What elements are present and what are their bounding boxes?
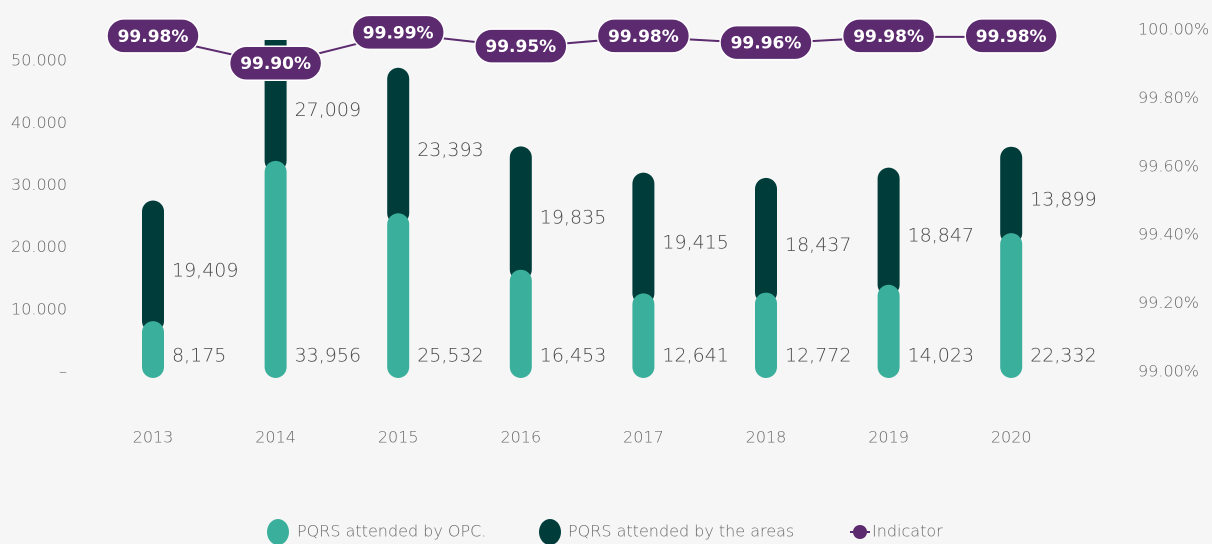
legend-marker [267, 519, 289, 544]
data-label: 18,437 [785, 234, 851, 256]
data-label: 19,415 [662, 232, 728, 254]
data-label: 18,847 [908, 225, 974, 247]
bar-segment [264, 160, 287, 378]
data-label: 23,393 [417, 139, 483, 161]
indicator-bubble [106, 18, 200, 54]
indicator-bubble [596, 18, 691, 54]
data-label: 16,453 [540, 345, 606, 367]
indicator-label: 99.98% [608, 27, 679, 47]
bar-segment [509, 146, 532, 281]
bars [142, 40, 1023, 378]
bar-segment [142, 321, 164, 378]
data-label: 25,532 [417, 345, 483, 367]
indicator-bubble [228, 45, 323, 81]
indicator-label: 99.98% [976, 27, 1047, 47]
indicator-label: 99.98% [118, 27, 189, 47]
indicator-label: 99.98% [853, 27, 924, 47]
bar-segment [632, 172, 655, 305]
y-tick-label: 20.000 [11, 237, 67, 256]
y2-tick-label: 99.40% [1138, 225, 1199, 244]
x-tick-label: 2015 [378, 428, 419, 447]
y2-tick-label: 99.20% [1138, 293, 1199, 312]
y-tick-label: 50.000 [11, 51, 67, 70]
x-tick-label: 2019 [868, 428, 909, 447]
data-label: 19,409 [172, 259, 238, 281]
data-label: 22,332 [1030, 345, 1096, 367]
indicator-label: 99.99% [363, 23, 434, 43]
bar-segment [1000, 146, 1023, 245]
bar-segment [142, 200, 164, 333]
y-tick-label: 40.000 [11, 113, 67, 132]
data-label: 19,835 [540, 207, 606, 229]
data-label: 33,956 [295, 345, 361, 367]
legend-marker [539, 519, 561, 544]
y2-tick-label: 99.60% [1138, 156, 1199, 175]
legend-label: PQRS attended by OPC. [297, 522, 486, 541]
indicator-bubble [719, 24, 813, 61]
bar-segment [755, 292, 777, 378]
bar-segment [877, 284, 900, 378]
bar-segment [755, 177, 777, 304]
bar-segment [877, 167, 900, 296]
y-tick-label: 10.000 [11, 299, 67, 318]
data-label: 13,899 [1030, 188, 1096, 210]
y-tick-label: – [59, 362, 67, 381]
x-tick-label: 2013 [133, 428, 174, 447]
bar-segment [1000, 233, 1023, 378]
x-tick-label: 2014 [255, 428, 296, 447]
y-tick-label: 30.000 [11, 175, 67, 194]
data-label: 8,175 [172, 345, 226, 367]
y2-tick-label: 99.80% [1138, 88, 1199, 107]
indicator-label: 99.96% [731, 34, 802, 54]
legend-label: PQRS attended by the areas [568, 522, 794, 541]
data-label: 27,009 [295, 99, 361, 121]
indicator-bubble [841, 18, 936, 54]
data-label: 12,641 [662, 345, 728, 367]
bar-segment [387, 213, 410, 378]
x-tick-label: 2016 [500, 428, 541, 447]
indicator-bubble [964, 18, 1058, 54]
bar-segment [387, 67, 410, 225]
x-tick-label: 2020 [991, 428, 1032, 447]
indicator-label: 99.95% [485, 37, 556, 57]
bar-segment [509, 269, 532, 378]
data-label: 12,772 [785, 345, 851, 367]
legend-label: Indicator [872, 522, 943, 541]
indicator-bubble [351, 14, 445, 51]
data-label: 14,023 [908, 345, 974, 367]
legend-marker [853, 525, 867, 539]
indicator-label: 99.90% [240, 54, 311, 74]
x-tick-label: 2018 [746, 428, 787, 447]
y2-tick-label: 100.00% [1138, 20, 1209, 39]
x-tick-label: 2017 [623, 428, 664, 447]
indicator-bubble [474, 28, 568, 64]
bar-segment [264, 40, 287, 172]
bar-segment [632, 293, 655, 378]
y2-tick-label: 99.00% [1138, 362, 1199, 381]
